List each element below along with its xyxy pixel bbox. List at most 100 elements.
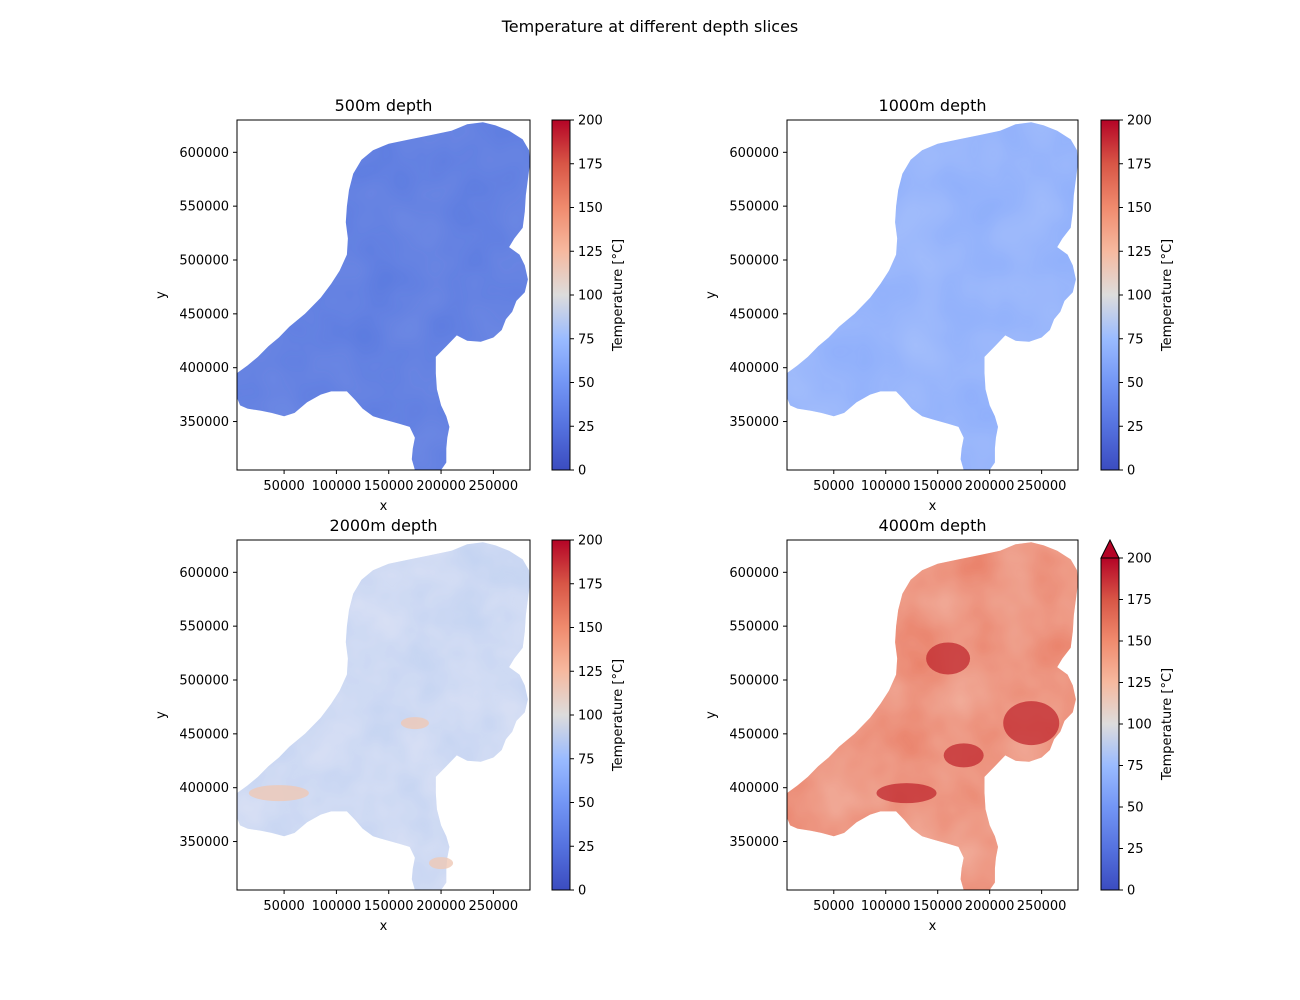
colorbar-tick-label: 150 — [1127, 635, 1152, 650]
x-tick-label: 100000 — [861, 899, 911, 914]
y-tick-label: 500000 — [179, 674, 229, 689]
subplot-2: 1000m depth 50000 100000 150000 200000 250000… — [704, 96, 1175, 514]
colorbar-tick-label: 125 — [578, 665, 603, 680]
colorbar-tick-label: 200 — [578, 114, 603, 129]
axes-frame — [236, 119, 531, 471]
y-tick-label: 350000 — [729, 415, 779, 430]
y-axis-label: y — [704, 291, 719, 299]
colorbar-tick-label: 25 — [578, 840, 595, 855]
x-tick-label: 150000 — [364, 479, 414, 494]
y-tick-label: 450000 — [729, 307, 779, 322]
colorbar-label: Temperature [°C] — [611, 239, 626, 352]
y-tick-label: 400000 — [729, 781, 779, 796]
hot-zone — [943, 743, 984, 768]
y-axis-label: y — [704, 711, 719, 719]
x-axis-label: x — [380, 499, 388, 514]
colorbar: 0 25 50 75 100 125 150 175 200 Temperature [°C] — [551, 114, 626, 479]
colorbar: 0 25 50 75 100 125 150 175 200 Temperature [°C] — [1100, 538, 1175, 899]
colorbar-tick-label: 175 — [1127, 157, 1152, 172]
subplot-4: 4000m depth 50000 100000 150000 200000 250000… — [704, 516, 1175, 934]
colorbar-tick-label: 200 — [578, 534, 603, 549]
y-tick-label: 450000 — [179, 307, 229, 322]
heatmap-field — [237, 542, 530, 890]
hot-zone — [876, 783, 937, 804]
subplot-title: 500m depth — [335, 96, 433, 115]
warm-zone — [248, 785, 309, 802]
y-tick-label: 550000 — [729, 200, 779, 215]
x-tick-label: 200000 — [965, 479, 1015, 494]
subplot-1: 500m depth 50000 100000 150000 200000 250000 x… — [154, 96, 626, 514]
colorbar-tick-label: 25 — [1127, 842, 1144, 857]
colorbar-tick-label: 0 — [1127, 884, 1135, 899]
x-tick-label: 100000 — [312, 479, 362, 494]
subplot-title: 4000m depth — [879, 516, 987, 535]
x-tick-label: 50000 — [813, 899, 854, 914]
x-tick-label: 250000 — [1017, 479, 1067, 494]
colorbar-tick-label: 0 — [578, 884, 586, 899]
y-tick-label: 550000 — [179, 200, 229, 215]
x-tick-label: 150000 — [913, 899, 963, 914]
axes-frame — [786, 119, 1079, 471]
colorbar-tick-label: 50 — [1127, 801, 1144, 816]
y-axis-label: y — [154, 711, 169, 719]
y-tick-label: 350000 — [179, 415, 229, 430]
colorbar-gradient — [552, 540, 570, 890]
temperature-surface — [787, 542, 1078, 890]
y-tick-label: 500000 — [729, 254, 779, 269]
colorbar-tick-label: 125 — [1127, 245, 1152, 260]
colorbar-tick-label: 200 — [1127, 552, 1152, 567]
colorbar-tick-label: 175 — [1127, 593, 1152, 608]
colorbar: 0 25 50 75 100 125 150 175 200 Temperature [°C] — [1100, 114, 1175, 479]
y-tick-label: 400000 — [729, 361, 779, 376]
colorbar-tick-label: 75 — [578, 752, 595, 767]
hot-zone — [926, 642, 971, 675]
y-tick-label: 500000 — [179, 254, 229, 269]
colorbar-extend-arrow — [1100, 538, 1120, 559]
y-tick-label: 450000 — [729, 727, 779, 742]
heatmap-field — [787, 122, 1078, 470]
hot-zone — [1003, 701, 1060, 746]
colorbar-tick-label: 100 — [1127, 718, 1152, 733]
x-tick-label: 200000 — [965, 899, 1015, 914]
y-tick-label: 350000 — [729, 835, 779, 850]
y-tick-label: 600000 — [179, 566, 229, 581]
x-tick-label: 150000 — [364, 899, 414, 914]
temperature-surface — [237, 122, 530, 470]
figure-suptitle: Temperature at different depth slices — [501, 17, 799, 36]
colorbar-tick-label: 0 — [1127, 464, 1135, 479]
subplot-3: 2000m depth 50000 100000 150000 200000 250000… — [154, 516, 626, 934]
colorbar-tick-label: 200 — [1127, 114, 1152, 129]
y-tick-label: 400000 — [179, 361, 229, 376]
x-tick-label: 150000 — [913, 479, 963, 494]
colorbar-gradient — [1101, 120, 1119, 470]
x-tick-label: 50000 — [813, 479, 854, 494]
x-tick-label: 100000 — [861, 479, 911, 494]
y-axis-label: y — [154, 291, 169, 299]
colorbar-tick-label: 125 — [1127, 676, 1152, 691]
colorbar-tick-label: 50 — [578, 796, 595, 811]
y-tick-label: 550000 — [729, 620, 779, 635]
y-tick-label: 600000 — [729, 146, 779, 161]
colorbar: 0 25 50 75 100 125 150 175 200 Temperature [°C] — [551, 534, 626, 899]
x-tick-label: 100000 — [312, 899, 362, 914]
colorbar-gradient — [1101, 558, 1119, 890]
colorbar-tick-label: 150 — [1127, 201, 1152, 216]
heatmap-field — [237, 122, 530, 470]
x-axis-label: x — [929, 919, 937, 934]
y-tick-label: 400000 — [179, 781, 229, 796]
x-axis-label: x — [380, 919, 388, 934]
warm-zone — [429, 857, 454, 870]
colorbar-tick-label: 100 — [578, 709, 603, 724]
colorbar-tick-label: 50 — [1127, 376, 1144, 391]
colorbar-label: Temperature [°C] — [1160, 239, 1175, 352]
x-tick-label: 250000 — [469, 899, 519, 914]
temperature-surface — [787, 122, 1078, 470]
colorbar-tick-label: 150 — [578, 621, 603, 636]
axes-frame — [236, 539, 531, 891]
colorbar-tick-label: 75 — [1127, 759, 1144, 774]
colorbar-tick-label: 25 — [578, 420, 595, 435]
colorbar-tick-label: 75 — [1127, 332, 1144, 347]
warm-zone — [400, 717, 429, 730]
x-tick-label: 200000 — [416, 899, 466, 914]
